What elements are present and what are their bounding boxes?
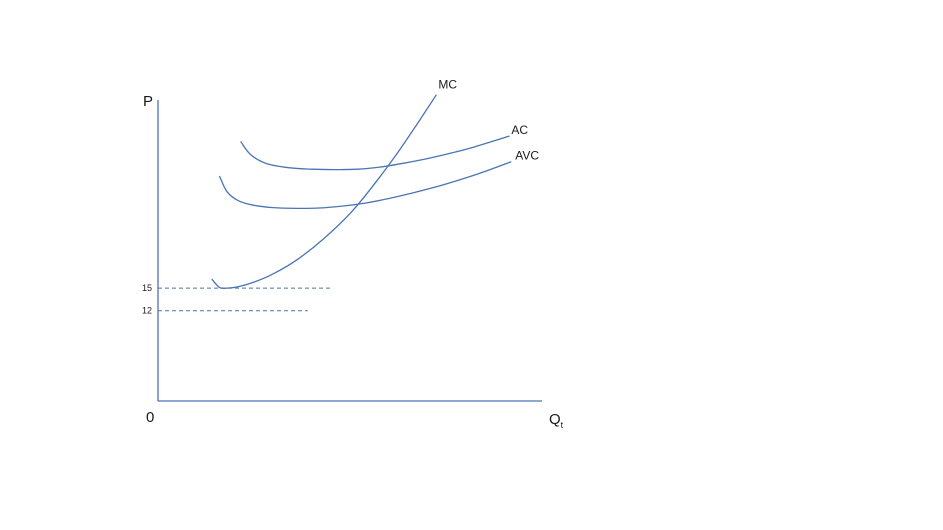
x-axis-label-subscript: t <box>561 420 564 430</box>
mc-curve <box>211 94 437 290</box>
reference-lines <box>158 287 331 312</box>
y-tick-label-12: 12 <box>142 306 152 316</box>
avc-curve-label: AVC <box>515 149 539 163</box>
mc-curve-label: MC <box>438 78 457 92</box>
y-tick-label-15: 15 <box>142 283 152 293</box>
curves <box>211 94 512 290</box>
axes <box>157 100 542 402</box>
y-axis-label: P <box>143 93 153 110</box>
origin-label: 0 <box>146 409 154 426</box>
ac-curve-label: AC <box>511 123 528 137</box>
ac-curve <box>240 135 510 171</box>
x-axis-label-main: Q <box>549 411 561 428</box>
x-axis-label: Qt <box>549 411 564 430</box>
labels: P 0 Qt 15 12 MC AC AVC <box>142 78 564 430</box>
avc-curve <box>218 161 512 210</box>
